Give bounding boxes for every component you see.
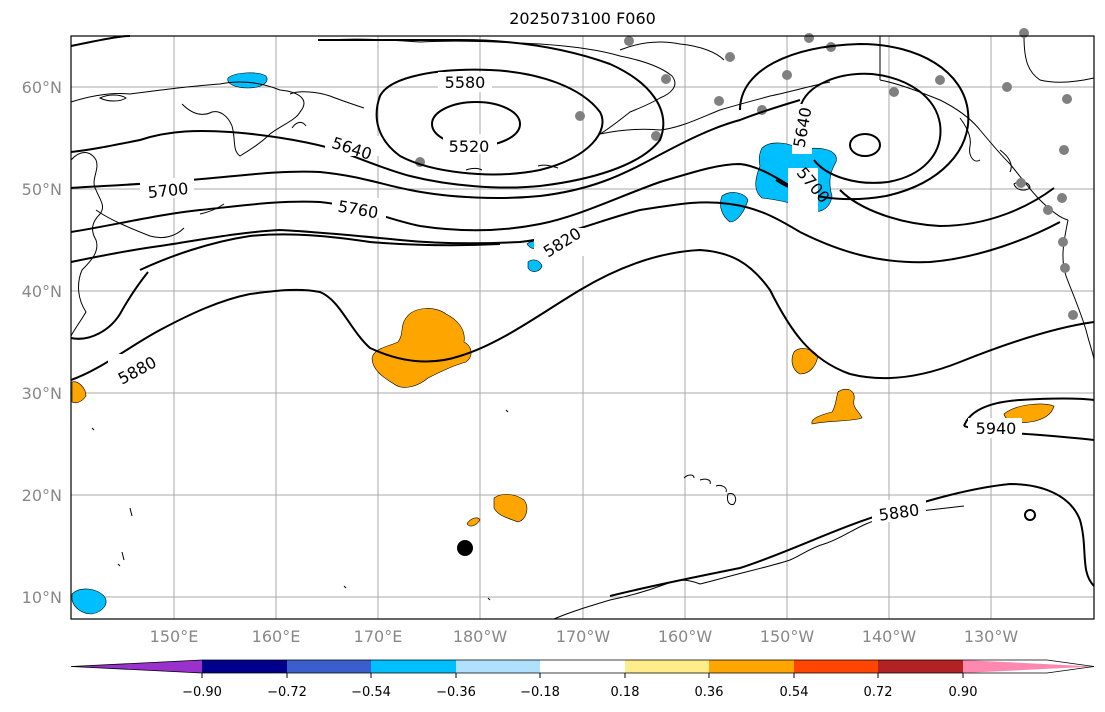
- map-title: 2025073100 F060: [509, 9, 656, 28]
- colorbar-label: −0.18: [520, 685, 560, 700]
- lon-label-150E: 150°E: [150, 627, 199, 646]
- colorbar-segment: [202, 660, 287, 673]
- colorbar-segment: [456, 660, 540, 673]
- lon-label-130W: 130°W: [964, 627, 1019, 646]
- colorbar-segment: [709, 660, 794, 673]
- lat-label-40N: 40°N: [22, 282, 62, 301]
- lat-label-50N: 50°N: [22, 180, 62, 199]
- lon-label-150W: 150°W: [760, 627, 815, 646]
- colorbar-segments: [70, 659, 1095, 674]
- colorbar-label: 0.36: [695, 685, 724, 700]
- storm-marker: [457, 540, 473, 556]
- colorbar-segment: [794, 660, 878, 673]
- lon-label-140W: 140°W: [862, 627, 917, 646]
- map-panel: [70, 28, 1095, 620]
- latitude-labels: 60°N 50°N 40°N 30°N 20°N 10°N: [22, 78, 62, 607]
- lat-label-30N: 30°N: [22, 384, 62, 403]
- height-contours: [70, 35, 1095, 597]
- lat-label-10N: 10°N: [22, 588, 62, 607]
- lon-label-180W: 180°W: [453, 627, 508, 646]
- lon-label-160E: 160°E: [252, 627, 301, 646]
- lat-label-60N: 60°N: [22, 78, 62, 97]
- colorbar-label: 0.72: [864, 685, 893, 700]
- colorbar-segment: [878, 660, 963, 673]
- colorbar-segment: [287, 660, 371, 673]
- contour-label-5700-west: 5700: [147, 179, 189, 202]
- contour-label-5580: 5580: [445, 73, 486, 92]
- colorbar-label: −0.36: [436, 685, 476, 700]
- colorbar-label: −0.90: [182, 685, 222, 700]
- lon-label-170W: 170°W: [556, 627, 611, 646]
- colorbar-label: 0.18: [611, 685, 640, 700]
- colorbar-label: −0.54: [351, 685, 391, 700]
- colorbar-segment: [71, 660, 202, 673]
- colorbar: −0.90 −0.72 −0.54 −0.36 −0.18 0.18 0.36 …: [70, 659, 1095, 700]
- colorbar-segment: [963, 660, 1094, 673]
- colorbar-label: −0.72: [267, 685, 307, 700]
- lon-label-170E: 170°E: [354, 627, 403, 646]
- lat-label-20N: 20°N: [22, 486, 62, 505]
- contour-label-5940: 5940: [976, 419, 1017, 438]
- colorbar-label: 0.54: [780, 685, 809, 700]
- colorbar-segment: [371, 660, 456, 673]
- colorbar-label: 0.90: [949, 685, 978, 700]
- colorbar-segment: [540, 660, 625, 673]
- contour-labels: 5520 5580 5640 5640 5700 5700 5760 5820 …: [108, 72, 1022, 525]
- colorbar-tick-labels: −0.90 −0.72 −0.54 −0.36 −0.18 0.18 0.36 …: [182, 685, 977, 700]
- colorbar-segment: [625, 660, 709, 673]
- positive-anomaly-regions: [71, 308, 1055, 527]
- lon-label-160W: 160°W: [658, 627, 713, 646]
- colorbar-tick-marks: [201, 673, 964, 678]
- coastlines: [70, 35, 1095, 620]
- longitude-labels: 150°E 160°E 170°E 180°W 170°W 160°W 150°…: [150, 627, 1019, 646]
- contour-label-5520: 5520: [449, 137, 490, 156]
